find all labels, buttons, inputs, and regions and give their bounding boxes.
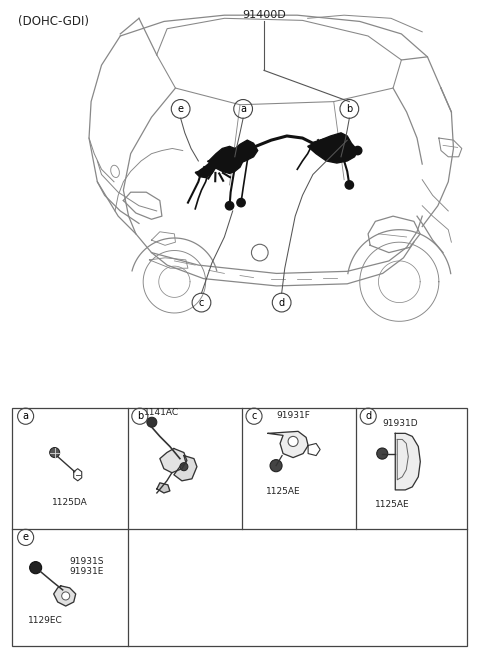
Text: e: e: [178, 104, 184, 114]
Text: d: d: [278, 297, 285, 308]
Polygon shape: [395, 434, 420, 490]
Polygon shape: [157, 483, 170, 493]
Circle shape: [180, 462, 188, 471]
Polygon shape: [174, 456, 197, 481]
Text: 1125DA: 1125DA: [52, 498, 87, 506]
Circle shape: [62, 592, 70, 600]
Text: c: c: [252, 411, 257, 421]
Text: b: b: [346, 104, 352, 114]
Text: a: a: [23, 411, 29, 421]
Polygon shape: [54, 586, 76, 606]
Circle shape: [147, 417, 157, 427]
Circle shape: [345, 181, 353, 189]
Circle shape: [353, 146, 362, 155]
Circle shape: [226, 202, 234, 210]
Text: 91400D: 91400D: [242, 10, 286, 20]
Polygon shape: [268, 432, 308, 458]
Circle shape: [49, 447, 60, 458]
Text: d: d: [365, 411, 372, 421]
Text: 1125AE: 1125AE: [375, 500, 409, 508]
Text: e: e: [23, 533, 29, 542]
Text: a: a: [240, 104, 246, 114]
Polygon shape: [224, 140, 258, 164]
Text: b: b: [137, 411, 143, 421]
Polygon shape: [308, 133, 358, 163]
Circle shape: [288, 436, 298, 447]
Polygon shape: [160, 449, 187, 473]
Text: (DOHC-GDI): (DOHC-GDI): [18, 15, 89, 28]
Text: 1129EC: 1129EC: [28, 616, 62, 625]
Circle shape: [270, 460, 282, 472]
Text: 1125AE: 1125AE: [266, 487, 300, 496]
Polygon shape: [209, 146, 243, 174]
Circle shape: [30, 561, 42, 574]
Circle shape: [237, 198, 245, 207]
Text: 91931S: 91931S: [70, 557, 104, 566]
Text: c: c: [199, 297, 204, 308]
Text: 1141AC: 1141AC: [144, 407, 179, 417]
Circle shape: [377, 448, 388, 459]
Text: 91931F: 91931F: [276, 411, 310, 420]
Text: 91931E: 91931E: [70, 567, 104, 576]
Polygon shape: [195, 161, 216, 178]
Text: 91931D: 91931D: [382, 419, 418, 428]
